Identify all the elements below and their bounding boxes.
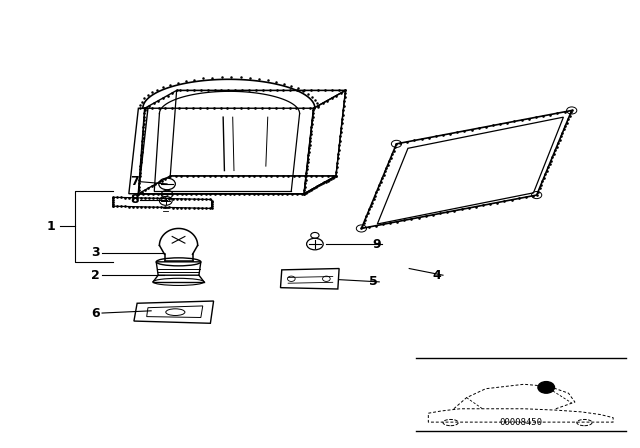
Text: 9: 9 bbox=[372, 237, 381, 250]
Text: 7: 7 bbox=[130, 175, 138, 188]
Circle shape bbox=[538, 382, 554, 393]
Text: 00008450: 00008450 bbox=[499, 418, 542, 426]
Text: 4: 4 bbox=[433, 269, 441, 282]
Text: 3: 3 bbox=[92, 246, 100, 259]
Text: 5: 5 bbox=[369, 276, 378, 289]
Text: 6: 6 bbox=[92, 306, 100, 319]
Text: 8: 8 bbox=[130, 193, 138, 206]
Text: 2: 2 bbox=[92, 269, 100, 282]
Text: 1: 1 bbox=[47, 220, 56, 233]
